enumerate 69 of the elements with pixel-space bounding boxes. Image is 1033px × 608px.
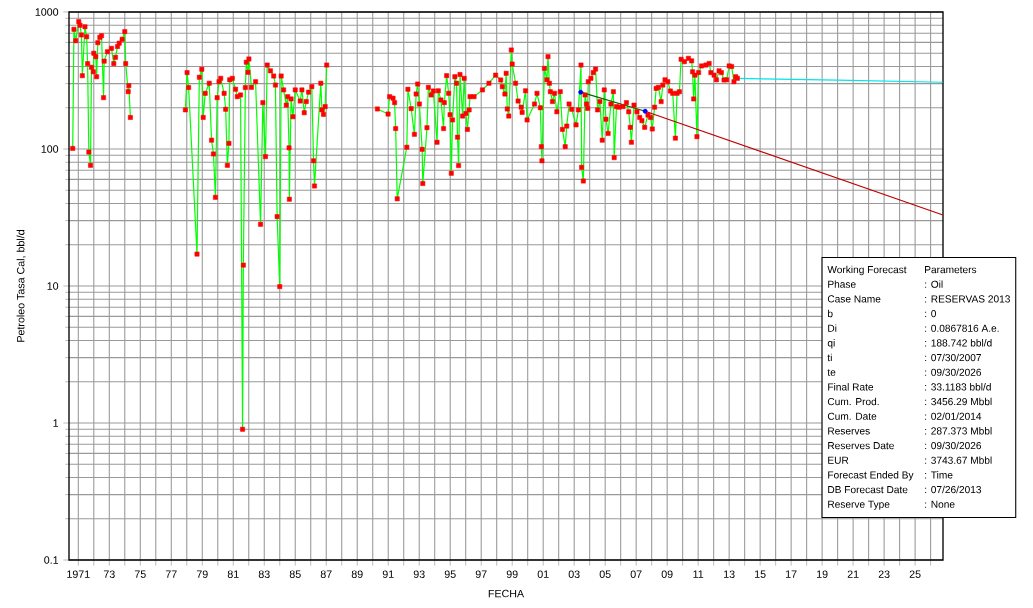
annotation: Parameters bbox=[925, 266, 977, 274]
annotation: Reserve Type bbox=[828, 500, 890, 510]
annotation: b bbox=[828, 309, 833, 318]
x-tick-label: 03 bbox=[568, 570, 580, 578]
annotation: Working Forecast bbox=[827, 265, 907, 276]
x-tick-label: 87 bbox=[320, 570, 332, 578]
x-tick-label: 1971 bbox=[67, 570, 90, 578]
annotation: : 3456.29 Mbbl bbox=[925, 397, 992, 406]
annotation: Cum. Date bbox=[827, 412, 877, 420]
x-tick-label: 79 bbox=[196, 570, 208, 578]
x-tick-label: 23 bbox=[878, 570, 890, 578]
x-tick-label: 89 bbox=[351, 570, 363, 578]
y-tick-label: 1 bbox=[53, 419, 59, 427]
annotation: : 287.373 Mbbl bbox=[925, 427, 992, 435]
x-tick-label: 11 bbox=[693, 570, 704, 578]
annotation: : 0 bbox=[925, 310, 937, 318]
annotation: qi bbox=[827, 339, 835, 349]
x-tick-label: 95 bbox=[444, 570, 456, 578]
annotation: Reserves Date bbox=[828, 442, 894, 450]
annotation: : 188.742 bbl/d bbox=[925, 339, 992, 347]
x-tick-label: 73 bbox=[103, 570, 115, 578]
x-tick-label: 19 bbox=[817, 570, 828, 578]
annotation: Case Name bbox=[827, 295, 881, 303]
x-tick-label: 15 bbox=[755, 570, 766, 578]
x-tick-label: 09 bbox=[661, 570, 673, 578]
x-tick-label: 05 bbox=[599, 570, 611, 578]
annotation: : Oil bbox=[925, 280, 943, 288]
annotation: : 3743.67 Mbbl bbox=[925, 456, 992, 464]
annotation: : 07/30/2007 bbox=[925, 353, 981, 362]
x-tick-label: 25 bbox=[909, 570, 921, 578]
annotation: : 07/26/2013 bbox=[925, 485, 982, 494]
x-tick-label: 77 bbox=[165, 570, 177, 578]
x-tick-label: 17 bbox=[786, 570, 797, 578]
annotation: Cum. Prod. bbox=[827, 397, 879, 406]
x-axis-title: FECHA bbox=[488, 589, 525, 598]
annotation: ti bbox=[827, 353, 832, 362]
annotation: : Time bbox=[925, 471, 953, 479]
annotation: Di bbox=[828, 324, 837, 332]
annotation: : 0.0867816 A.e. bbox=[925, 324, 999, 332]
x-tick-label: 75 bbox=[134, 570, 146, 578]
annotation: : None bbox=[925, 500, 955, 508]
x-tick-label: 85 bbox=[289, 570, 301, 578]
x-tick-label: 07 bbox=[630, 570, 642, 578]
annotation: : 33.1183 bbl/d bbox=[925, 383, 991, 391]
y-axis-title: Petroleo Tasa Cal, bbl/d bbox=[16, 230, 26, 342]
y-tick-label: 10 bbox=[47, 282, 59, 290]
y-tick-label: 100 bbox=[41, 145, 59, 153]
annotation: EUR bbox=[828, 456, 849, 464]
annotation: Forecast Ended By bbox=[828, 471, 914, 481]
x-tick-label: 97 bbox=[475, 570, 487, 578]
y-tick-label: 1000 bbox=[35, 8, 59, 16]
annotation: Final Rate bbox=[828, 383, 874, 391]
annotation: te bbox=[827, 369, 836, 376]
annotation: : 09/30/2026 bbox=[925, 441, 982, 450]
x-tick-label: 81 bbox=[227, 570, 239, 578]
x-tick-label: 99 bbox=[506, 570, 518, 578]
annotation: : 02/01/2014 bbox=[925, 412, 982, 420]
x-tick-label: 83 bbox=[258, 570, 270, 578]
annotation: : 09/30/2026 bbox=[925, 368, 982, 376]
y-tick-label: 0.1 bbox=[44, 556, 59, 564]
annotation: Phase bbox=[828, 280, 856, 288]
x-tick-label: 13 bbox=[724, 570, 735, 578]
annotation: Reserves bbox=[828, 427, 870, 435]
x-tick-label: 01 bbox=[537, 570, 549, 578]
annotation: DB Forecast Date bbox=[828, 486, 908, 494]
x-tick-label: 91 bbox=[382, 570, 394, 578]
annotation: : RESERVAS 2013 bbox=[925, 295, 1010, 303]
x-tick-label: 93 bbox=[413, 570, 425, 578]
x-tick-label: 21 bbox=[847, 570, 859, 578]
